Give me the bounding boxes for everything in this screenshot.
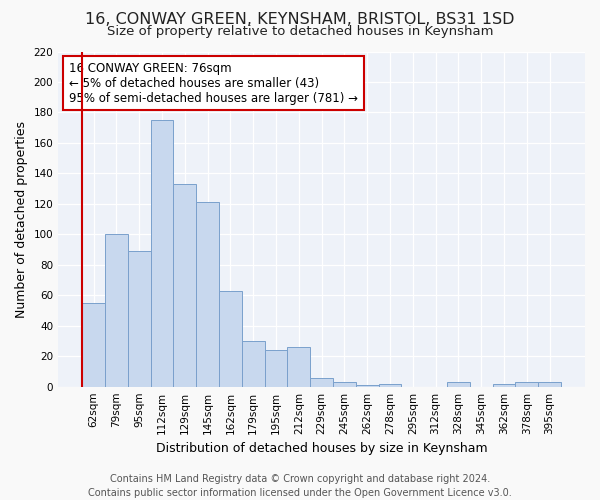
X-axis label: Distribution of detached houses by size in Keynsham: Distribution of detached houses by size …: [156, 442, 487, 455]
Bar: [538, 382, 561, 386]
Text: 16 CONWAY GREEN: 76sqm
← 5% of detached houses are smaller (43)
95% of semi-deta: 16 CONWAY GREEN: 76sqm ← 5% of detached …: [69, 62, 358, 104]
Text: Contains HM Land Registry data © Crown copyright and database right 2024.
Contai: Contains HM Land Registry data © Crown c…: [88, 474, 512, 498]
Bar: [219, 290, 242, 386]
Bar: [379, 384, 401, 386]
Text: Size of property relative to detached houses in Keynsham: Size of property relative to detached ho…: [107, 25, 493, 38]
Bar: [356, 385, 379, 386]
Bar: [242, 341, 265, 386]
Bar: [265, 350, 287, 387]
Bar: [310, 378, 333, 386]
Bar: [196, 202, 219, 386]
Bar: [128, 251, 151, 386]
Bar: [82, 303, 105, 386]
Bar: [333, 382, 356, 386]
Bar: [105, 234, 128, 386]
Bar: [151, 120, 173, 386]
Bar: [515, 382, 538, 386]
Text: 16, CONWAY GREEN, KEYNSHAM, BRISTOL, BS31 1SD: 16, CONWAY GREEN, KEYNSHAM, BRISTOL, BS3…: [85, 12, 515, 28]
Bar: [447, 382, 470, 386]
Bar: [287, 347, 310, 387]
Bar: [173, 184, 196, 386]
Y-axis label: Number of detached properties: Number of detached properties: [15, 120, 28, 318]
Bar: [493, 384, 515, 386]
